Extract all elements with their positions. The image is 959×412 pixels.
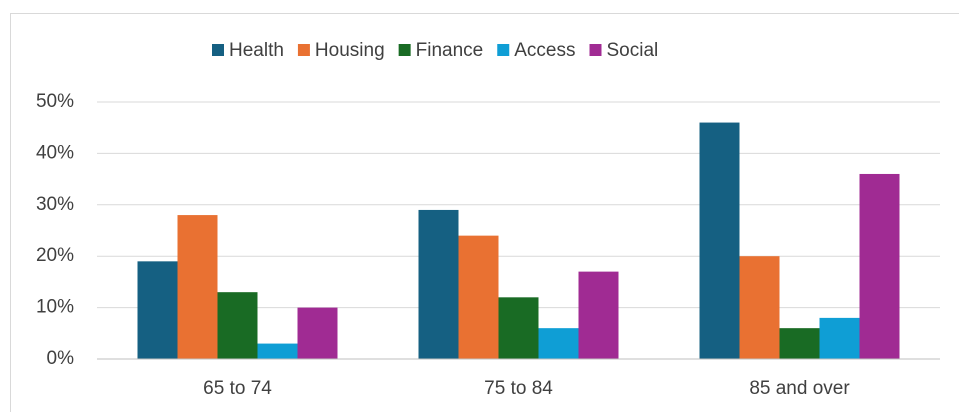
bar (297, 307, 338, 359)
bar (418, 209, 459, 359)
x-tick-label: 85 and over (749, 378, 850, 399)
x-tick-label: 75 to 84 (484, 378, 553, 399)
bar (137, 261, 178, 359)
y-tick-label: 30% (36, 194, 74, 215)
legend-label: Housing (315, 40, 385, 61)
bar (819, 317, 860, 359)
chart-frame (10, 13, 959, 412)
legend-swatch (212, 44, 224, 56)
legend-label: Finance (416, 40, 484, 61)
bar (458, 235, 499, 359)
bar (699, 122, 740, 359)
bar (859, 173, 900, 359)
legend-label: Health (229, 40, 284, 61)
y-tick-label: 10% (36, 297, 74, 318)
bar (257, 343, 298, 359)
y-tick-label: 20% (36, 245, 74, 266)
y-tick-label: 50% (36, 91, 74, 112)
legend-label: Social (607, 40, 659, 61)
bar (217, 292, 258, 359)
legend-swatch (589, 44, 602, 56)
x-tick-label: 65 to 74 (203, 378, 272, 399)
bar (779, 328, 820, 359)
bar (498, 297, 539, 359)
y-tick-label: 40% (36, 142, 74, 163)
bar (578, 271, 619, 359)
legend-swatch (497, 44, 510, 56)
legend-swatch (297, 44, 310, 56)
bar (739, 256, 780, 359)
legend-label: Access (514, 40, 575, 61)
bar (177, 215, 218, 359)
legend-swatch (398, 44, 411, 56)
bar (538, 328, 579, 359)
y-tick-label: 0% (47, 348, 75, 369)
